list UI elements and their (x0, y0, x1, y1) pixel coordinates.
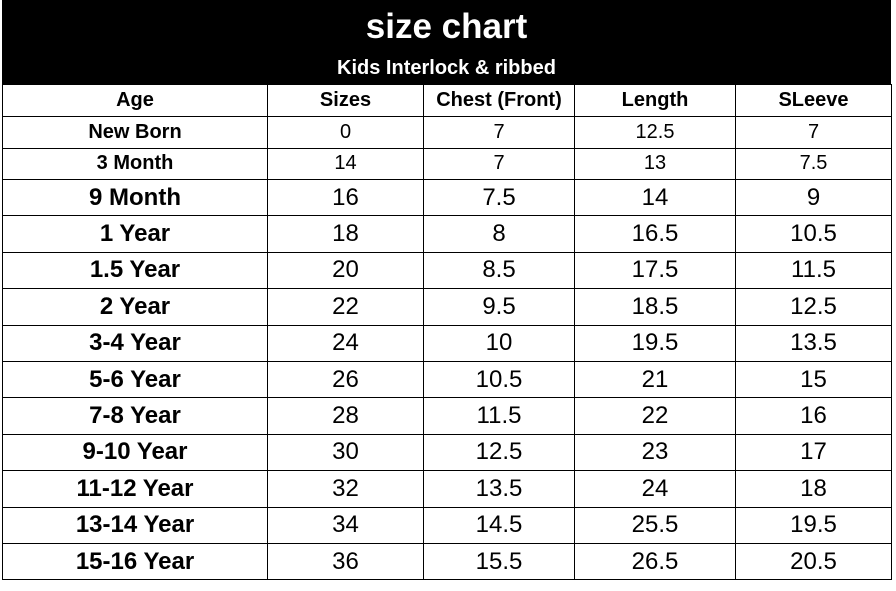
value-cell: 14 (267, 147, 424, 180)
value-cell: 20 (267, 251, 424, 290)
age-cell: 15-16 Year (2, 542, 268, 581)
column-header-sizes: Sizes (267, 84, 424, 117)
value-cell: 18 (267, 215, 424, 253)
age-cell: 11-12 Year (2, 470, 268, 508)
value-cell: 11.5 (423, 397, 575, 435)
column-header-chest-front: Chest (Front) (423, 84, 575, 117)
value-cell: 10 (423, 324, 575, 362)
age-cell: 1 Year (2, 215, 268, 253)
value-cell: 7.5 (423, 178, 575, 217)
value-cell: 26.5 (574, 542, 736, 581)
age-cell: 5-6 Year (2, 360, 268, 399)
value-cell: 13 (574, 147, 736, 180)
value-cell: 21 (574, 360, 736, 399)
age-cell: New Born (2, 116, 268, 149)
age-cell: 1.5 Year (2, 251, 268, 290)
value-cell: 7 (423, 147, 575, 180)
age-cell: 2 Year (2, 288, 268, 326)
value-cell: 12.5 (574, 116, 736, 149)
value-cell: 14 (574, 178, 736, 217)
value-cell: 7 (423, 116, 575, 149)
table-row: 3-4 Year 24 10 19.5 13.5 (2, 324, 892, 362)
value-cell: 14.5 (423, 506, 575, 544)
table-row: New Born 0 7 12.5 7 (2, 116, 892, 149)
column-header-age: Age (2, 84, 268, 117)
value-cell: 15 (735, 360, 892, 399)
value-cell: 13.5 (735, 324, 892, 362)
value-cell: 28 (267, 397, 424, 435)
table-row: 1 Year 18 8 16.5 10.5 (2, 215, 892, 253)
value-cell: 9 (735, 178, 892, 217)
value-cell: 18.5 (574, 288, 736, 326)
value-cell: 16.5 (574, 215, 736, 253)
age-cell: 9-10 Year (2, 433, 268, 472)
value-cell: 36 (267, 542, 424, 581)
title-banner: size chart Kids Interlock & ribbed (2, 0, 891, 84)
value-cell: 10.5 (735, 215, 892, 253)
table-row: 9-10 Year 30 12.5 23 17 (2, 433, 892, 472)
value-cell: 20.5 (735, 542, 892, 581)
value-cell: 32 (267, 470, 424, 508)
value-cell: 8 (423, 215, 575, 253)
table-row: 3 Month 14 7 13 7.5 (2, 147, 892, 180)
table-row: 7-8 Year 28 11.5 22 16 (2, 397, 892, 435)
value-cell: 16 (267, 178, 424, 217)
value-cell: 19.5 (735, 506, 892, 544)
value-cell: 8.5 (423, 251, 575, 290)
age-cell: 3-4 Year (2, 324, 268, 362)
value-cell: 22 (574, 397, 736, 435)
value-cell: 0 (267, 116, 424, 149)
column-header-sleeve: SLeeve (735, 84, 892, 117)
value-cell: 17.5 (574, 251, 736, 290)
table-row: 15-16 Year 36 15.5 26.5 20.5 (2, 542, 892, 581)
age-cell: 9 Month (2, 178, 268, 217)
value-cell: 7.5 (735, 147, 892, 180)
table-row: 11-12 Year 32 13.5 24 18 (2, 470, 892, 508)
value-cell: 23 (574, 433, 736, 472)
table-row: 1.5 Year 20 8.5 17.5 11.5 (2, 251, 892, 290)
value-cell: 26 (267, 360, 424, 399)
page-subtitle: Kids Interlock & ribbed (337, 57, 556, 79)
value-cell: 30 (267, 433, 424, 472)
value-cell: 34 (267, 506, 424, 544)
age-cell: 13-14 Year (2, 506, 268, 544)
value-cell: 11.5 (735, 251, 892, 290)
value-cell: 25.5 (574, 506, 736, 544)
value-cell: 24 (267, 324, 424, 362)
value-cell: 12.5 (735, 288, 892, 326)
value-cell: 24 (574, 470, 736, 508)
value-cell: 15.5 (423, 542, 575, 581)
value-cell: 12.5 (423, 433, 575, 472)
table-row: 2 Year 22 9.5 18.5 12.5 (2, 288, 892, 326)
value-cell: 9.5 (423, 288, 575, 326)
header-row: Age Sizes Chest (Front) Length SLeeve (2, 84, 892, 117)
age-cell: 7-8 Year (2, 397, 268, 435)
value-cell: 18 (735, 470, 892, 508)
table-row: 9 Month 16 7.5 14 9 (2, 178, 892, 217)
value-cell: 10.5 (423, 360, 575, 399)
value-cell: 17 (735, 433, 892, 472)
page-title: size chart (365, 7, 528, 46)
value-cell: 22 (267, 288, 424, 326)
value-cell: 13.5 (423, 470, 575, 508)
value-cell: 19.5 (574, 324, 736, 362)
table-row: 13-14 Year 34 14.5 25.5 19.5 (2, 506, 892, 544)
age-cell: 3 Month (2, 147, 268, 180)
value-cell: 7 (735, 116, 892, 149)
value-cell: 16 (735, 397, 892, 435)
column-header-length: Length (574, 84, 736, 117)
table-row: 5-6 Year 26 10.5 21 15 (2, 360, 892, 399)
size-chart-table: Age Sizes Chest (Front) Length SLeeve New Bo… (2, 84, 892, 581)
